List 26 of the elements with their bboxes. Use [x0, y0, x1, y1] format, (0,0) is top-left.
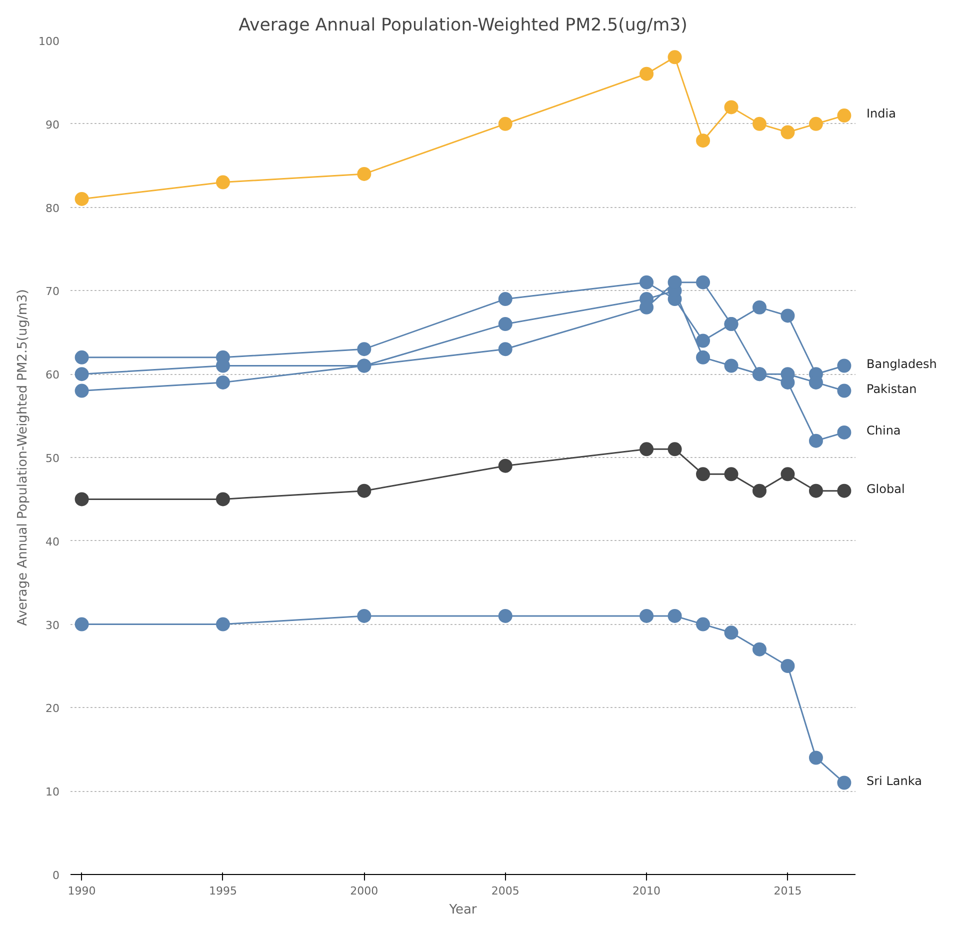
series-label: Global	[866, 482, 905, 496]
series-label: Pakistan	[866, 382, 917, 396]
y-tick-label: 60	[46, 368, 60, 382]
series-label: Sri Lanka	[866, 774, 922, 788]
y-tick-label: 90	[46, 118, 60, 132]
x-tick-label: 2015	[774, 884, 802, 898]
y-tick-label: 0	[52, 869, 60, 882]
y-tick-label: 20	[46, 702, 60, 716]
y-tick-label: 40	[46, 535, 60, 548]
x-axis-title: Year	[448, 902, 478, 918]
y-tick-label: 30	[46, 618, 60, 632]
y-axis-title: Average Annual Population-Weighted PM2.5(ug/m3)	[16, 289, 31, 626]
x-tick-label: 1990	[68, 884, 96, 898]
x-tick-label: 2005	[491, 884, 520, 898]
x-tick-label: 2010	[632, 884, 661, 898]
y-tick-label: 70	[46, 285, 60, 298]
y-tick-label: 100	[38, 35, 60, 48]
y-tick-label: 10	[46, 786, 60, 799]
x-tick-label: 1995	[208, 884, 237, 898]
y-tick-label: 80	[46, 202, 60, 215]
series-label: Bangladesh	[866, 356, 937, 371]
y-tick-label: 50	[46, 452, 60, 465]
series-label: India	[866, 106, 896, 121]
chart-title: Average Annual Population-Weighted PM2.5(ug/m3)	[238, 16, 688, 36]
series-label: China	[866, 423, 901, 438]
x-tick-label: 2000	[350, 884, 378, 898]
